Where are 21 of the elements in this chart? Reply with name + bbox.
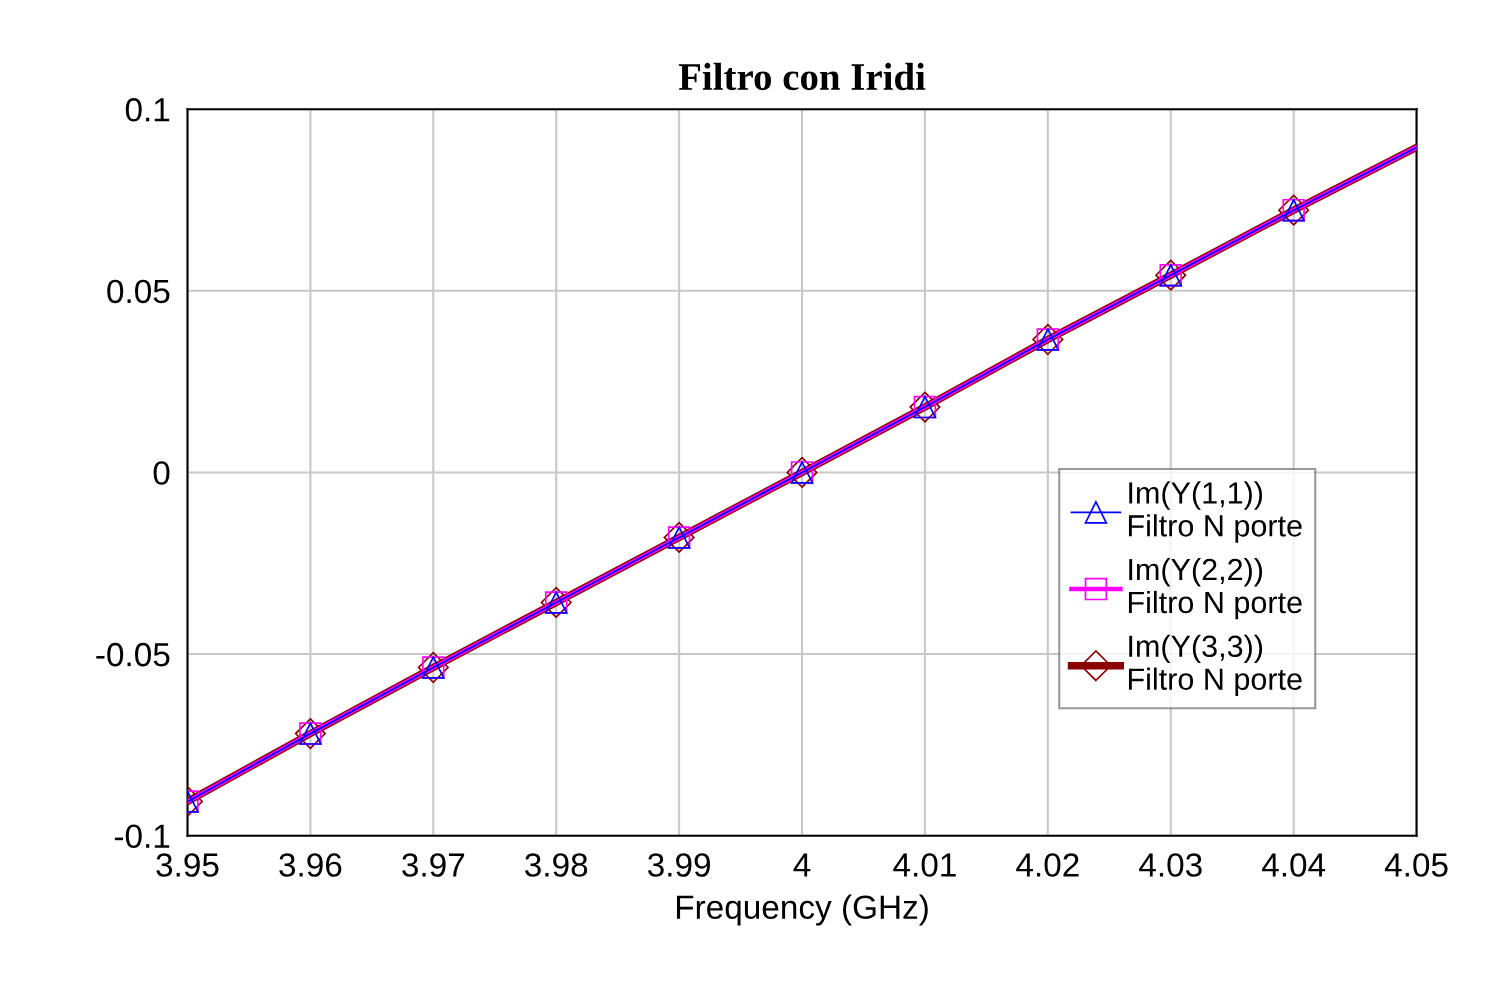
x-axis-title: Frequency (GHz) bbox=[676, 894, 928, 926]
x-tick-label: 4 bbox=[793, 853, 811, 877]
x-tick-label: 3.96 bbox=[279, 853, 342, 877]
chart-title: Filtro con Iridi bbox=[678, 62, 926, 91]
y-tick-label: -0.05 bbox=[96, 642, 170, 667]
x-tick-label: 3.99 bbox=[647, 853, 710, 877]
y-tick-label: 0.05 bbox=[107, 279, 170, 304]
x-tick-label: 4.05 bbox=[1384, 853, 1448, 877]
legend-label: Im(Y(2,2)) Filtro N porte bbox=[1128, 557, 1302, 620]
y-tick-label: 0.1 bbox=[125, 98, 170, 122]
x-tick-label: 3.98 bbox=[525, 853, 588, 877]
x-tick-label: 3.95 bbox=[156, 853, 219, 877]
y-tick-label: -0.1 bbox=[114, 824, 170, 849]
x-tick-label: 4.01 bbox=[893, 853, 956, 877]
x-tick-label: 4.03 bbox=[1139, 853, 1202, 877]
x-tick-label: 4.02 bbox=[1016, 853, 1079, 877]
x-tick-label: 4.04 bbox=[1262, 853, 1326, 877]
legend-label: Im(Y(1,1)) Filtro N porte bbox=[1128, 481, 1302, 543]
y-tick-label: 0 bbox=[153, 461, 170, 485]
legend-label: Im(Y(3,3)) Filtro N porte bbox=[1128, 634, 1302, 697]
x-tick-label: 3.97 bbox=[402, 853, 465, 877]
